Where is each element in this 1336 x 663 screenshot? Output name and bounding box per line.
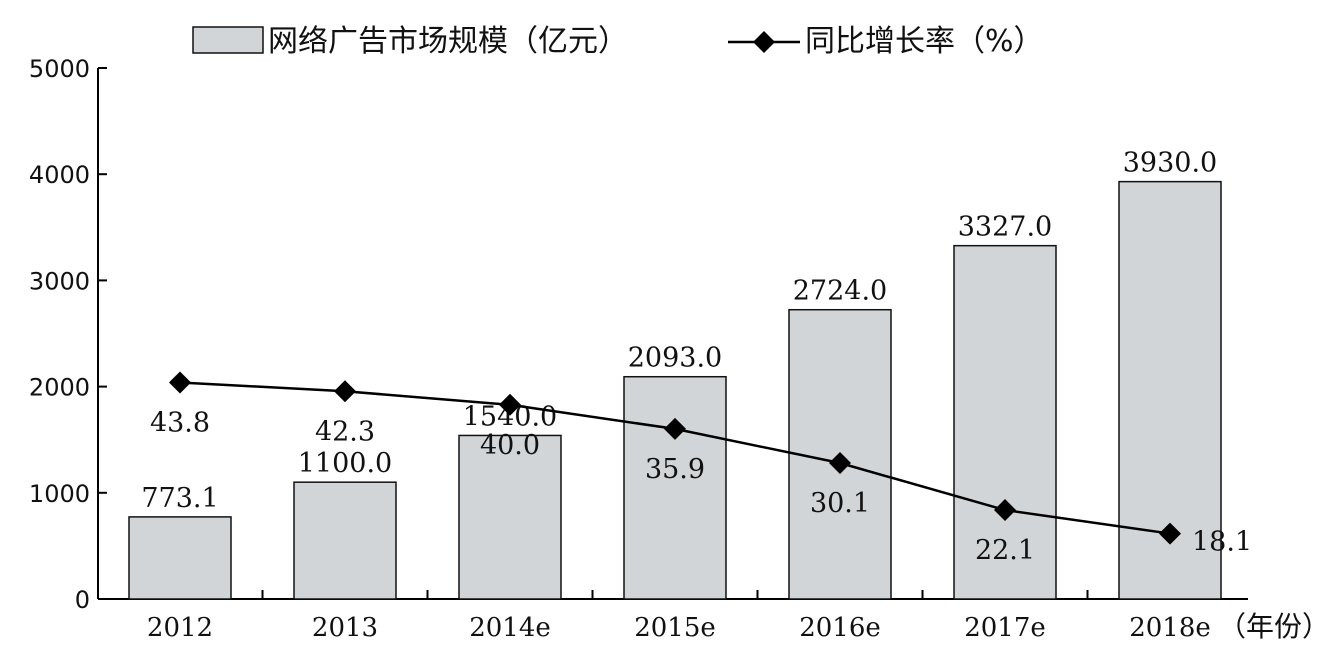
y-tick-label: 4000 <box>29 161 90 189</box>
x-tick-label: 2018e <box>1129 613 1211 643</box>
growth-rate-label: 43.8 <box>150 407 210 438</box>
bar-value-label: 3327.0 <box>958 212 1052 243</box>
growth-rate-label: 22.1 <box>975 535 1035 566</box>
legend-bar-swatch <box>192 26 264 54</box>
growth-rate-marker <box>994 499 1016 522</box>
legend-line-label: 同比增长率（%） <box>805 24 1044 59</box>
bar-series <box>128 180 1222 600</box>
y-tick-label: 2000 <box>29 374 90 402</box>
x-axis-unit-label: （年份） <box>1218 610 1330 643</box>
bar <box>458 434 562 600</box>
legend-diamond-marker <box>753 31 775 53</box>
bar-value-label: 2093.0 <box>628 343 722 374</box>
growth-rate-labels: 43.8 42.3 40.0 35.9 30.1 22.1 18.1 <box>150 407 1252 566</box>
bar-value-label: 1100.0 <box>298 448 392 479</box>
bar <box>623 375 727 600</box>
bar-value-label: 2724.0 <box>793 276 887 307</box>
y-tick-label: 5000 <box>29 55 90 83</box>
growth-rate-marker <box>334 380 356 403</box>
x-tick-label: 2014e <box>469 613 551 643</box>
x-tick-label: 2017e <box>964 613 1046 643</box>
bar-value-label: 3930.0 <box>1123 148 1217 179</box>
growth-rate-marker <box>169 371 191 394</box>
growth-rate-series <box>169 371 1181 545</box>
y-tick-label: 3000 <box>29 267 90 295</box>
growth-rate-marker <box>829 452 851 475</box>
legend-bar-label: 网络广告市场规模（亿元） <box>268 24 628 59</box>
y-tick-label: 1000 <box>29 480 90 508</box>
growth-rate-marker <box>664 417 686 440</box>
growth-rate-label: 18.1 <box>1192 527 1252 558</box>
x-tick-label: 2016e <box>799 613 881 643</box>
bar <box>953 244 1057 600</box>
growth-rate-marker <box>499 393 521 416</box>
growth-rate-label: 40.0 <box>480 430 540 461</box>
x-axis-ticks: 2012 2013 2014e 2015e 2016e 2017e 2018e <box>147 590 1211 643</box>
x-tick-label: 2013 <box>312 613 378 643</box>
bar-value-label: 773.1 <box>141 483 218 514</box>
legend: 网络广告市场规模（亿元） 同比增长率（%） <box>192 24 1044 59</box>
y-tick-label: 0 <box>75 586 90 614</box>
growth-rate-label: 35.9 <box>645 454 705 485</box>
bar <box>293 481 397 600</box>
growth-rate-label: 30.1 <box>810 488 870 519</box>
y-axis-ticks: 0 1000 2000 3000 4000 5000 <box>29 55 107 614</box>
growth-rate-label: 42.3 <box>315 416 375 447</box>
x-tick-label: 2015e <box>634 613 716 643</box>
bar <box>128 516 232 600</box>
x-tick-label: 2012 <box>147 613 213 643</box>
growth-rate-marker <box>1159 522 1181 545</box>
